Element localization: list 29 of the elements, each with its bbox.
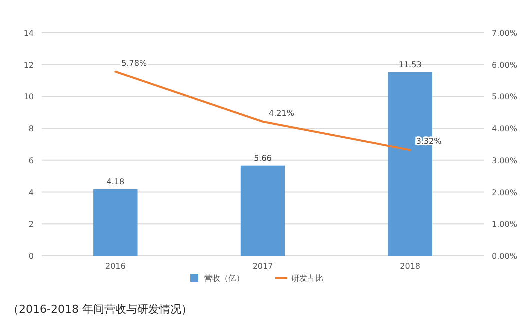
- bar: [240, 166, 286, 256]
- data-label: 4.21%: [269, 108, 295, 118]
- legend-label: 营收（亿）: [204, 274, 244, 283]
- y2-tick-label: 6.00%: [492, 60, 518, 70]
- y-tick-label: 4: [28, 188, 34, 198]
- y-tick-label: 10: [24, 92, 34, 102]
- text: （2016-2018 年间营收与研发情况）: [8, 303, 192, 316]
- y-tick-label: 12: [24, 60, 34, 70]
- y2-tick-label: 0.00%: [492, 252, 518, 261]
- y-tick-label: 8: [28, 124, 34, 134]
- data-label: 5.78%: [122, 58, 148, 68]
- y2-tick-label: 2.00%: [492, 188, 518, 198]
- y-tick-label: 0: [28, 252, 34, 261]
- y2-tick-label: 4.00%: [492, 124, 518, 134]
- y-tick-label: 14: [24, 29, 34, 38]
- y2-tick-label: 7.00%: [492, 29, 518, 38]
- x-tick-label: 2018: [400, 262, 421, 271]
- y-tick-label: 6: [28, 156, 34, 166]
- legend-label: 研发占比: [292, 274, 324, 283]
- y2-tick-label: 1.00%: [492, 220, 518, 230]
- bar: [94, 189, 138, 256]
- y-tick-label: 2: [28, 220, 34, 230]
- x-tick-label: 2016: [105, 262, 126, 271]
- data-label: 4.18: [106, 177, 125, 186]
- y2-tick-label: 3.00%: [492, 156, 518, 166]
- x-tick-label: 2017: [252, 262, 274, 271]
- data-label: 5.66: [254, 154, 272, 163]
- data-label: 11.53: [398, 60, 422, 70]
- y2-tick-label: 5.00%: [492, 92, 518, 102]
